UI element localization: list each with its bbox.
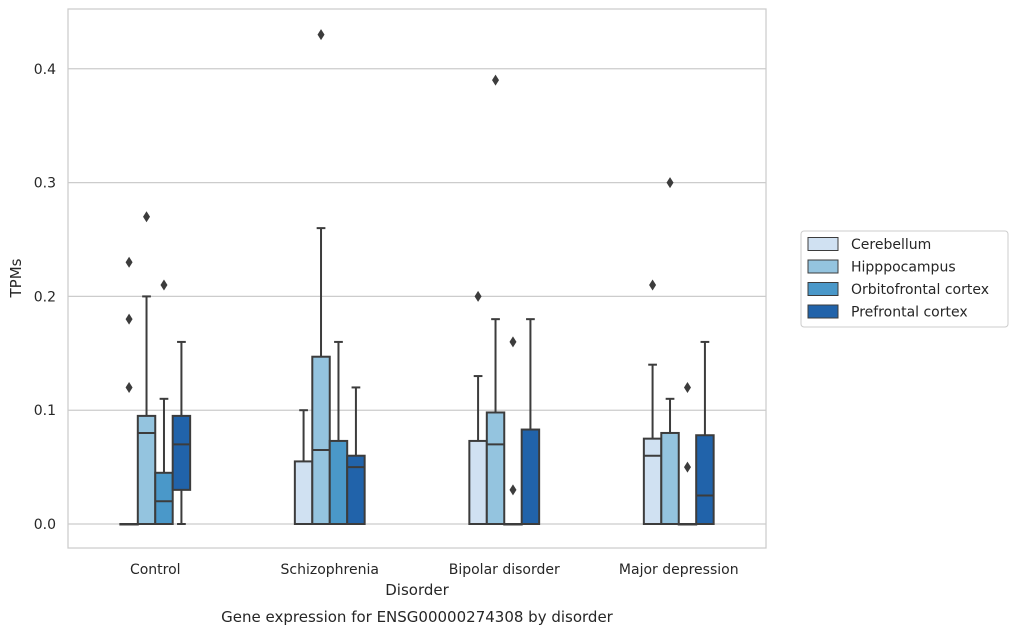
box-body xyxy=(642,437,663,525)
x-tick-label: Schizophrenia xyxy=(281,562,379,578)
box-2-0 xyxy=(154,279,174,526)
box-body xyxy=(328,439,349,525)
legend-frame xyxy=(800,230,1009,328)
box-2-1 xyxy=(328,340,349,525)
legend-label: Prefrontal cortex xyxy=(851,305,968,321)
legend-label: Hipppocampus xyxy=(851,260,956,276)
outlier-point xyxy=(683,381,691,393)
legend-swatch xyxy=(807,282,839,296)
outlier-point xyxy=(683,461,691,473)
box-1-3 xyxy=(660,177,680,525)
outlier-point xyxy=(143,211,151,223)
y-axis-label: TPMs xyxy=(7,258,25,298)
box-body xyxy=(346,454,366,525)
box-0-1 xyxy=(293,409,314,526)
legend-label: Cerebellum xyxy=(851,237,931,253)
y-tick-label: 0.0 xyxy=(34,517,56,533)
box-body xyxy=(171,414,192,491)
box-3-0 xyxy=(171,340,192,525)
box-1-2 xyxy=(485,74,506,526)
box-0-2 xyxy=(468,290,488,525)
y-tick-labels: 0.0 0.1 0.2 0.3 0.4 xyxy=(34,62,56,533)
legend-swatch xyxy=(807,237,839,251)
y-tick-label: 0.1 xyxy=(34,403,56,419)
box-3-3 xyxy=(695,340,715,525)
legend-swatch xyxy=(807,304,839,319)
x-axis-label: Disorder xyxy=(385,581,449,599)
box-body xyxy=(311,355,331,525)
box-series xyxy=(119,29,715,526)
y-tick-label: 0.3 xyxy=(34,176,56,192)
outlier-point xyxy=(160,279,168,291)
outlier-point xyxy=(509,336,517,348)
outlier-point xyxy=(666,177,674,189)
legend: Cerebellum Hipppocampus Orbitofrontal cort… xyxy=(800,230,1009,328)
x-tick-label: Major depression xyxy=(619,562,739,578)
y-tick-label: 0.4 xyxy=(34,62,56,78)
outlier-point xyxy=(125,256,133,268)
box-1-1 xyxy=(311,29,331,525)
box-3-1 xyxy=(346,386,366,525)
box-2-3 xyxy=(677,381,698,526)
outlier-point xyxy=(474,290,482,302)
legend-label: Orbitofrontal cortex xyxy=(851,282,989,298)
x-tick-label: Bipolar disorder xyxy=(449,562,560,578)
legend-swatch xyxy=(807,259,839,274)
box-body xyxy=(485,411,506,526)
box-body xyxy=(154,471,174,526)
box-body xyxy=(136,414,157,526)
box-1-0 xyxy=(136,211,157,526)
outlier-point xyxy=(509,484,517,496)
x-tick-label: Control xyxy=(130,562,181,578)
box-body xyxy=(520,428,541,525)
outlier-point xyxy=(492,74,500,86)
chart-caption: Gene expression for ENSG00000274308 by d… xyxy=(221,608,614,626)
box-body xyxy=(695,434,715,525)
outlier-point xyxy=(649,279,657,291)
box-3-2 xyxy=(520,318,541,525)
box-body xyxy=(293,460,314,526)
box-2-2 xyxy=(503,336,523,526)
box-body xyxy=(660,431,680,525)
box-body xyxy=(468,439,488,525)
y-tick-label: 0.2 xyxy=(34,289,56,305)
plot-area-frame xyxy=(67,8,767,549)
outlier-point xyxy=(125,313,133,325)
box-0-0 xyxy=(119,256,139,526)
outlier-point xyxy=(125,381,133,393)
box-0-3 xyxy=(642,279,663,525)
x-tick-labels: Control Schizophrenia Bipolar disorder Majo… xyxy=(130,562,739,578)
outlier-point xyxy=(317,29,325,41)
